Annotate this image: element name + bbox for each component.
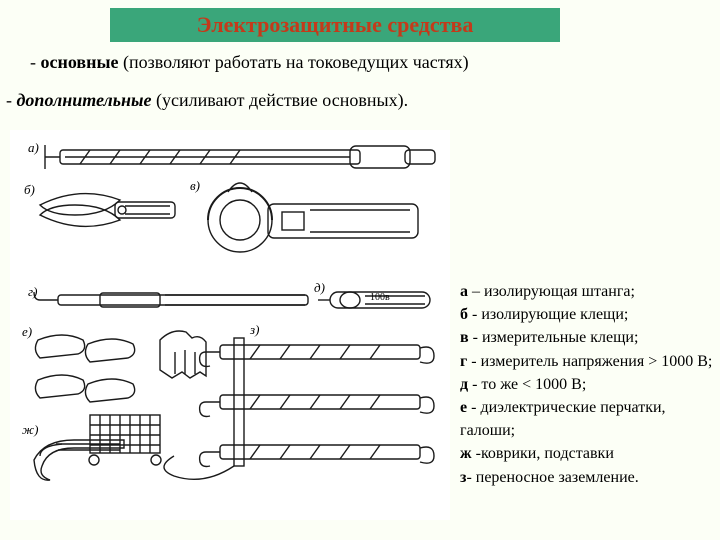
legend-zh: ж -коврики, подставки: [460, 442, 720, 465]
item-f-gloves-galoshes: [35, 331, 206, 402]
legend-g: г - измеритель напряжения > 1000 В;: [460, 350, 720, 373]
fig-label-volt: 100в: [370, 292, 390, 303]
fig-label-d: д): [314, 280, 325, 296]
legend-b: б - изолирующие клещи;: [460, 303, 720, 326]
additional-category-line: - дополнительные (усиливают действие осн…: [6, 90, 408, 111]
legend-v: в - измерительные клещи;: [460, 326, 720, 349]
fig-label-e: е): [22, 324, 32, 340]
legend-e: е - диэлектрические перчатки, галоши;: [460, 396, 720, 442]
item-h-portable-ground: [164, 338, 434, 479]
line2-bolditalic: дополнительные: [17, 90, 152, 110]
line1-bold: основные: [41, 52, 119, 72]
fig-label-a: а): [28, 140, 39, 156]
legend-d: д - то же < 1000 В;: [460, 373, 720, 396]
legend-z: з- переносное заземление.: [460, 466, 720, 489]
page-title: Электрозащитные средства: [197, 12, 474, 37]
fig-label-v: в): [190, 178, 200, 194]
line1-rest: (позволяют работать на токоведущих частя…: [119, 52, 469, 72]
line2-rest: (усиливают действие основных).: [151, 90, 408, 110]
fig-label-b: б): [24, 182, 35, 198]
line1-prefix: -: [30, 52, 41, 72]
legend-block: а – изолирующая штанга; б - изолирующие …: [460, 280, 720, 489]
item-a-rod: [45, 145, 435, 169]
line2-prefix: -: [6, 90, 17, 110]
main-category-line: - основные (позволяют работать на токове…: [30, 52, 469, 73]
equipment-svg: [10, 130, 450, 520]
legend-a: а – изолирующая штанга;: [460, 280, 720, 303]
fig-label-z: з): [250, 322, 259, 338]
item-c-clamp-meter: [208, 183, 418, 252]
equipment-figure: а) б) в) г) д) е) ж) з) 100в: [10, 130, 450, 520]
fig-label-zh: ж): [22, 422, 38, 438]
fig-label-g: г): [28, 284, 37, 300]
item-b-tongs: [40, 194, 175, 227]
item-g-mats-stand: [34, 415, 161, 480]
title-box: Электрозащитные средства: [110, 8, 560, 42]
item-d-hv-probe: [34, 292, 308, 307]
